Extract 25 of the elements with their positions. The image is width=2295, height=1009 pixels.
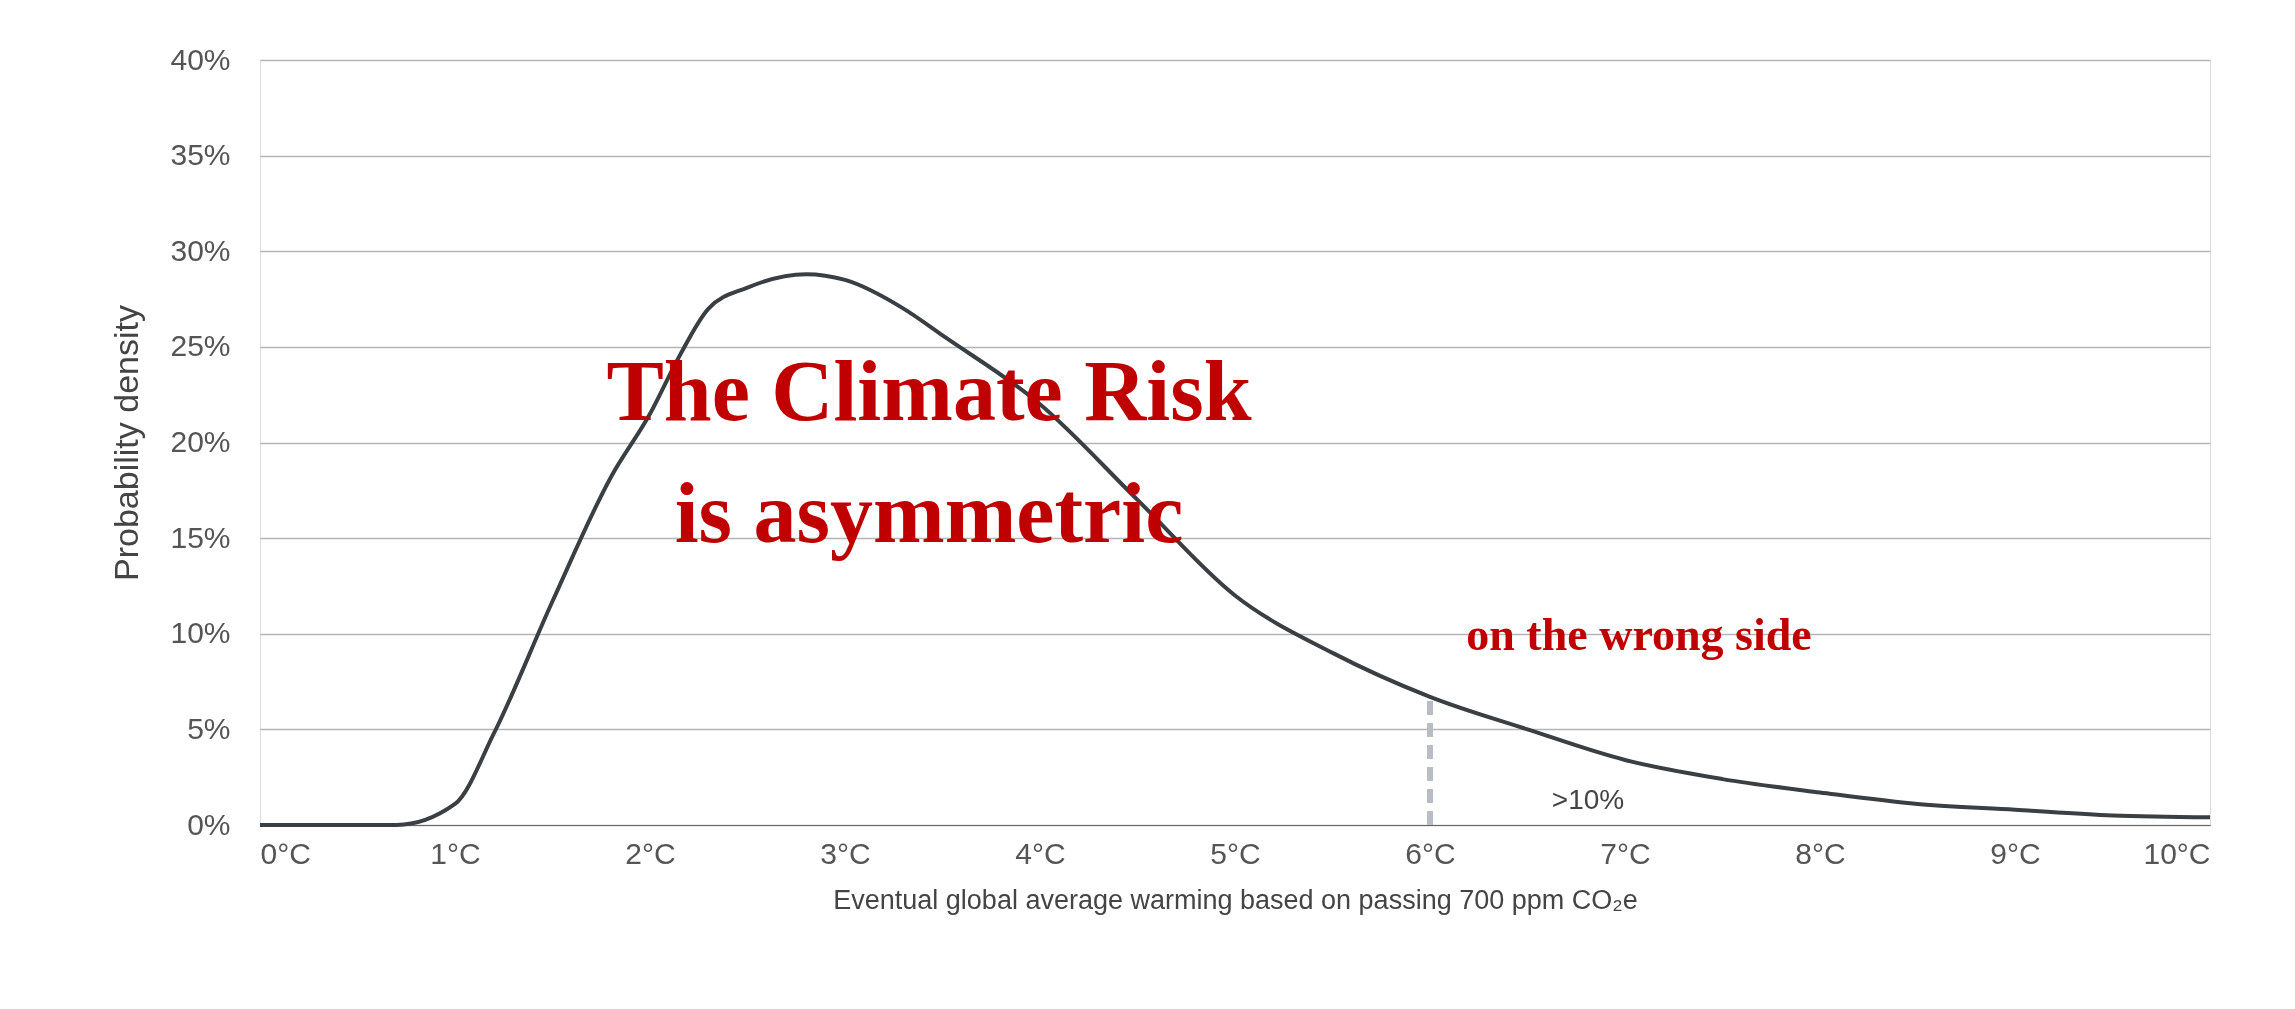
- y-tick-label: 10%: [170, 616, 231, 650]
- annotation: >10%: [1551, 784, 1625, 815]
- x-tick-label: 5°C: [1210, 836, 1261, 870]
- x-tick-label: 10°C: [2143, 836, 2211, 870]
- y-tick-label: 0%: [187, 807, 231, 841]
- y-tick-label: 25%: [170, 329, 231, 363]
- y-tick-label: 40%: [170, 42, 231, 76]
- x-tick-label: 9°C: [1990, 836, 2041, 870]
- x-axis-title: Eventual global average warming based on passing 700 ppm CO₂e: [833, 884, 1638, 915]
- y-axis-title: Probability density: [107, 305, 146, 581]
- x-tick-label: 3°C: [820, 836, 871, 870]
- x-tick-label: 1°C: [430, 836, 481, 870]
- x-tick-label: 2°C: [625, 836, 676, 870]
- x-tick-label: 8°C: [1795, 836, 1846, 870]
- x-tick-label: 4°C: [1015, 836, 1066, 870]
- y-tick-label: 5%: [187, 711, 231, 745]
- y-tick-label: 35%: [170, 138, 231, 172]
- y-tick-label: 15%: [170, 520, 231, 554]
- y-tick-label: 30%: [170, 233, 231, 267]
- x-tick-label: 0°C: [260, 836, 311, 870]
- x-tick-label: 7°C: [1600, 836, 1651, 870]
- y-tick-label: 20%: [170, 425, 231, 458]
- annotation: on the wrong side: [1466, 609, 1812, 660]
- line-series: [258, 272, 2212, 827]
- x-tick-label: 6°C: [1405, 836, 1456, 870]
